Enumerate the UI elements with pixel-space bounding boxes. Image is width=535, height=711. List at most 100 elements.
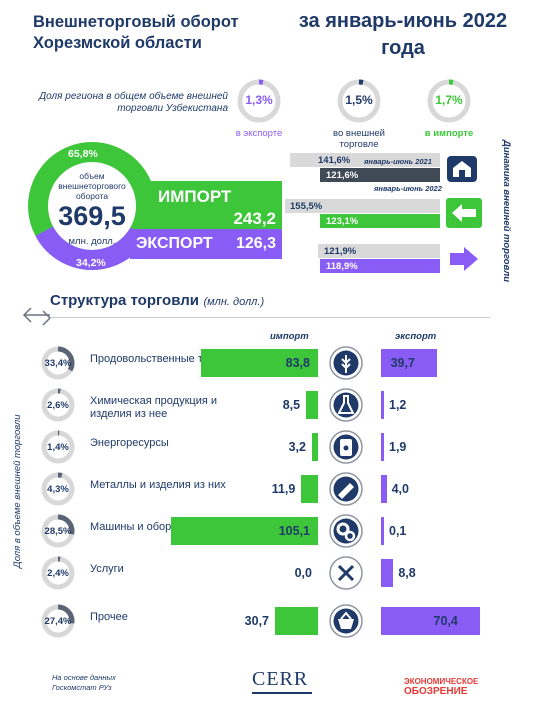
- dyn-total-2021-bar: [290, 153, 440, 167]
- basket-icon: [329, 604, 363, 638]
- import-value-label: 30,7: [244, 614, 270, 628]
- export-bar: [381, 517, 384, 545]
- ring-icon: [41, 472, 75, 506]
- ring-icon: [41, 556, 75, 590]
- export-value-label: 1,2: [389, 398, 407, 412]
- journal-logo-line2: ОБОЗРЕНИЕ: [404, 686, 468, 697]
- import-value-label: 3,2: [288, 440, 306, 454]
- import-value-label: 8,5: [282, 398, 301, 412]
- row-category-label: Химическая продукция и изделия из нее: [90, 395, 218, 420]
- row-share-pct: 27,4%: [44, 616, 72, 627]
- export-bar: [381, 475, 387, 503]
- dyn-export-2022-bar: [320, 259, 440, 273]
- export-bar: [381, 607, 480, 635]
- share-ring: [40, 387, 76, 423]
- dyn-total-2021-value: 141,6%: [318, 155, 351, 166]
- row-share-pct: 4,3%: [47, 484, 69, 495]
- dynamics-side-title: Динамика внешней торговли: [501, 140, 512, 283]
- row-category-label: Прочее: [90, 611, 128, 623]
- row-category-label: Энергоресурсы: [90, 437, 169, 449]
- import-bar: [170, 517, 318, 545]
- turnover-unit: млн. долл.: [68, 236, 116, 247]
- row-share-pct: 1,4%: [47, 442, 69, 453]
- export-bar: [381, 433, 384, 461]
- export-value-label: 8,8: [398, 566, 416, 580]
- arrow-right-icon: [446, 244, 482, 274]
- gears-icon: [329, 514, 363, 548]
- share-label: Доля региона в общем объеме внешней торг…: [39, 91, 228, 114]
- export-box-label: ЭКСПОРТ: [136, 235, 213, 252]
- import-bar: [312, 433, 318, 461]
- share-total-value: 1,5%: [345, 93, 373, 107]
- export-value-label: 1,9: [389, 440, 407, 454]
- export-value-label: 4,0: [391, 482, 409, 496]
- import-bar: [275, 607, 318, 635]
- export-column-head: экспорт: [395, 331, 437, 342]
- export-bar: [381, 559, 394, 587]
- structure-unit: (млн. долл.): [203, 296, 265, 308]
- share-ring: [40, 429, 76, 465]
- ring-icon: [41, 430, 75, 464]
- dyn-export-2022-value: 118,9%: [326, 261, 358, 272]
- export-box: [130, 229, 282, 259]
- export-value-label: 0,1: [389, 524, 407, 538]
- dyn-import-2021-value: 155,5%: [290, 201, 323, 212]
- dyn-export-2021-bar: [318, 244, 440, 258]
- cerr-logo: CERR: [252, 668, 309, 690]
- cerr-underline: [252, 692, 312, 694]
- ring-icon: [237, 79, 281, 123]
- journal-logo-line1: ЭКОНОМИЧЕСКОЕ: [404, 677, 479, 686]
- import-value-label: 83,8: [285, 356, 310, 370]
- ring-icon: [41, 346, 75, 380]
- share-export-ring: [236, 78, 282, 124]
- structure-title: Структура торговли: [50, 292, 199, 309]
- export-bar: [381, 349, 437, 377]
- share-import-ring: [426, 78, 472, 124]
- share-ring: [40, 555, 76, 591]
- dyn-export-2021-value: 121,9%: [324, 246, 357, 257]
- donut-import-pct: 65,8%: [68, 148, 98, 160]
- ring-icon: [427, 79, 471, 123]
- dyn-total-2022-bar: [320, 168, 440, 182]
- share-ring: [40, 345, 76, 381]
- share-import-value: 1,7%: [435, 93, 463, 107]
- export-value-label: 70,4: [433, 614, 458, 628]
- row-share-pct: 2,6%: [47, 400, 69, 411]
- swap-arrows-icon: [22, 306, 52, 326]
- export-value-label: 39,7: [390, 356, 415, 370]
- structure-title-row: Структура торговли (млн. долл.): [50, 292, 264, 310]
- export-bar: [381, 391, 384, 419]
- import-value-label: 105,1: [278, 524, 310, 538]
- row-category-label: Услуги: [90, 563, 124, 575]
- row-category-label: Металлы и изделия из них: [90, 479, 226, 491]
- flask-icon: [329, 388, 363, 422]
- row-share-pct: 28,5%: [44, 526, 72, 537]
- donut-export-pct: 34,2%: [76, 257, 106, 269]
- ring-icon: [41, 514, 75, 548]
- share-import-caption: в импорте: [424, 128, 474, 139]
- dyn-import-2022-bar: [320, 214, 440, 228]
- share-total-ring: [336, 78, 382, 124]
- share-export-caption: в экспорте: [235, 128, 283, 139]
- export-box-value: 126,3: [235, 235, 276, 252]
- turnover-label: объем внешнеторгового оборота: [58, 171, 126, 201]
- import-column-head: импорт: [270, 331, 309, 342]
- wheat-icon: [329, 346, 363, 380]
- row-share-pct: 33,4%: [44, 358, 72, 369]
- turnover-value: 369,5: [58, 201, 126, 231]
- building-icon: [445, 150, 479, 184]
- share-ring: [40, 513, 76, 549]
- footer-source: На основе данных Госкомстат РУз: [52, 673, 116, 692]
- ring-icon: [41, 604, 75, 638]
- dyn-import-2021-bar: [285, 199, 440, 213]
- import-value-label: 0,0: [294, 566, 312, 580]
- share-ring: [40, 471, 76, 507]
- oil-barrel-icon: [329, 430, 363, 464]
- structure-side-label: Доля в объеме внешней торговли: [12, 414, 23, 568]
- ring-icon: [337, 79, 381, 123]
- share-export-value: 1,3%: [245, 93, 273, 107]
- ring-icon: [41, 388, 75, 422]
- page-title: Внешнеторговый оборот Хорезмской области: [33, 13, 239, 52]
- dyn-total-2022-value: 121,6%: [326, 170, 359, 181]
- import-bar: [306, 391, 318, 419]
